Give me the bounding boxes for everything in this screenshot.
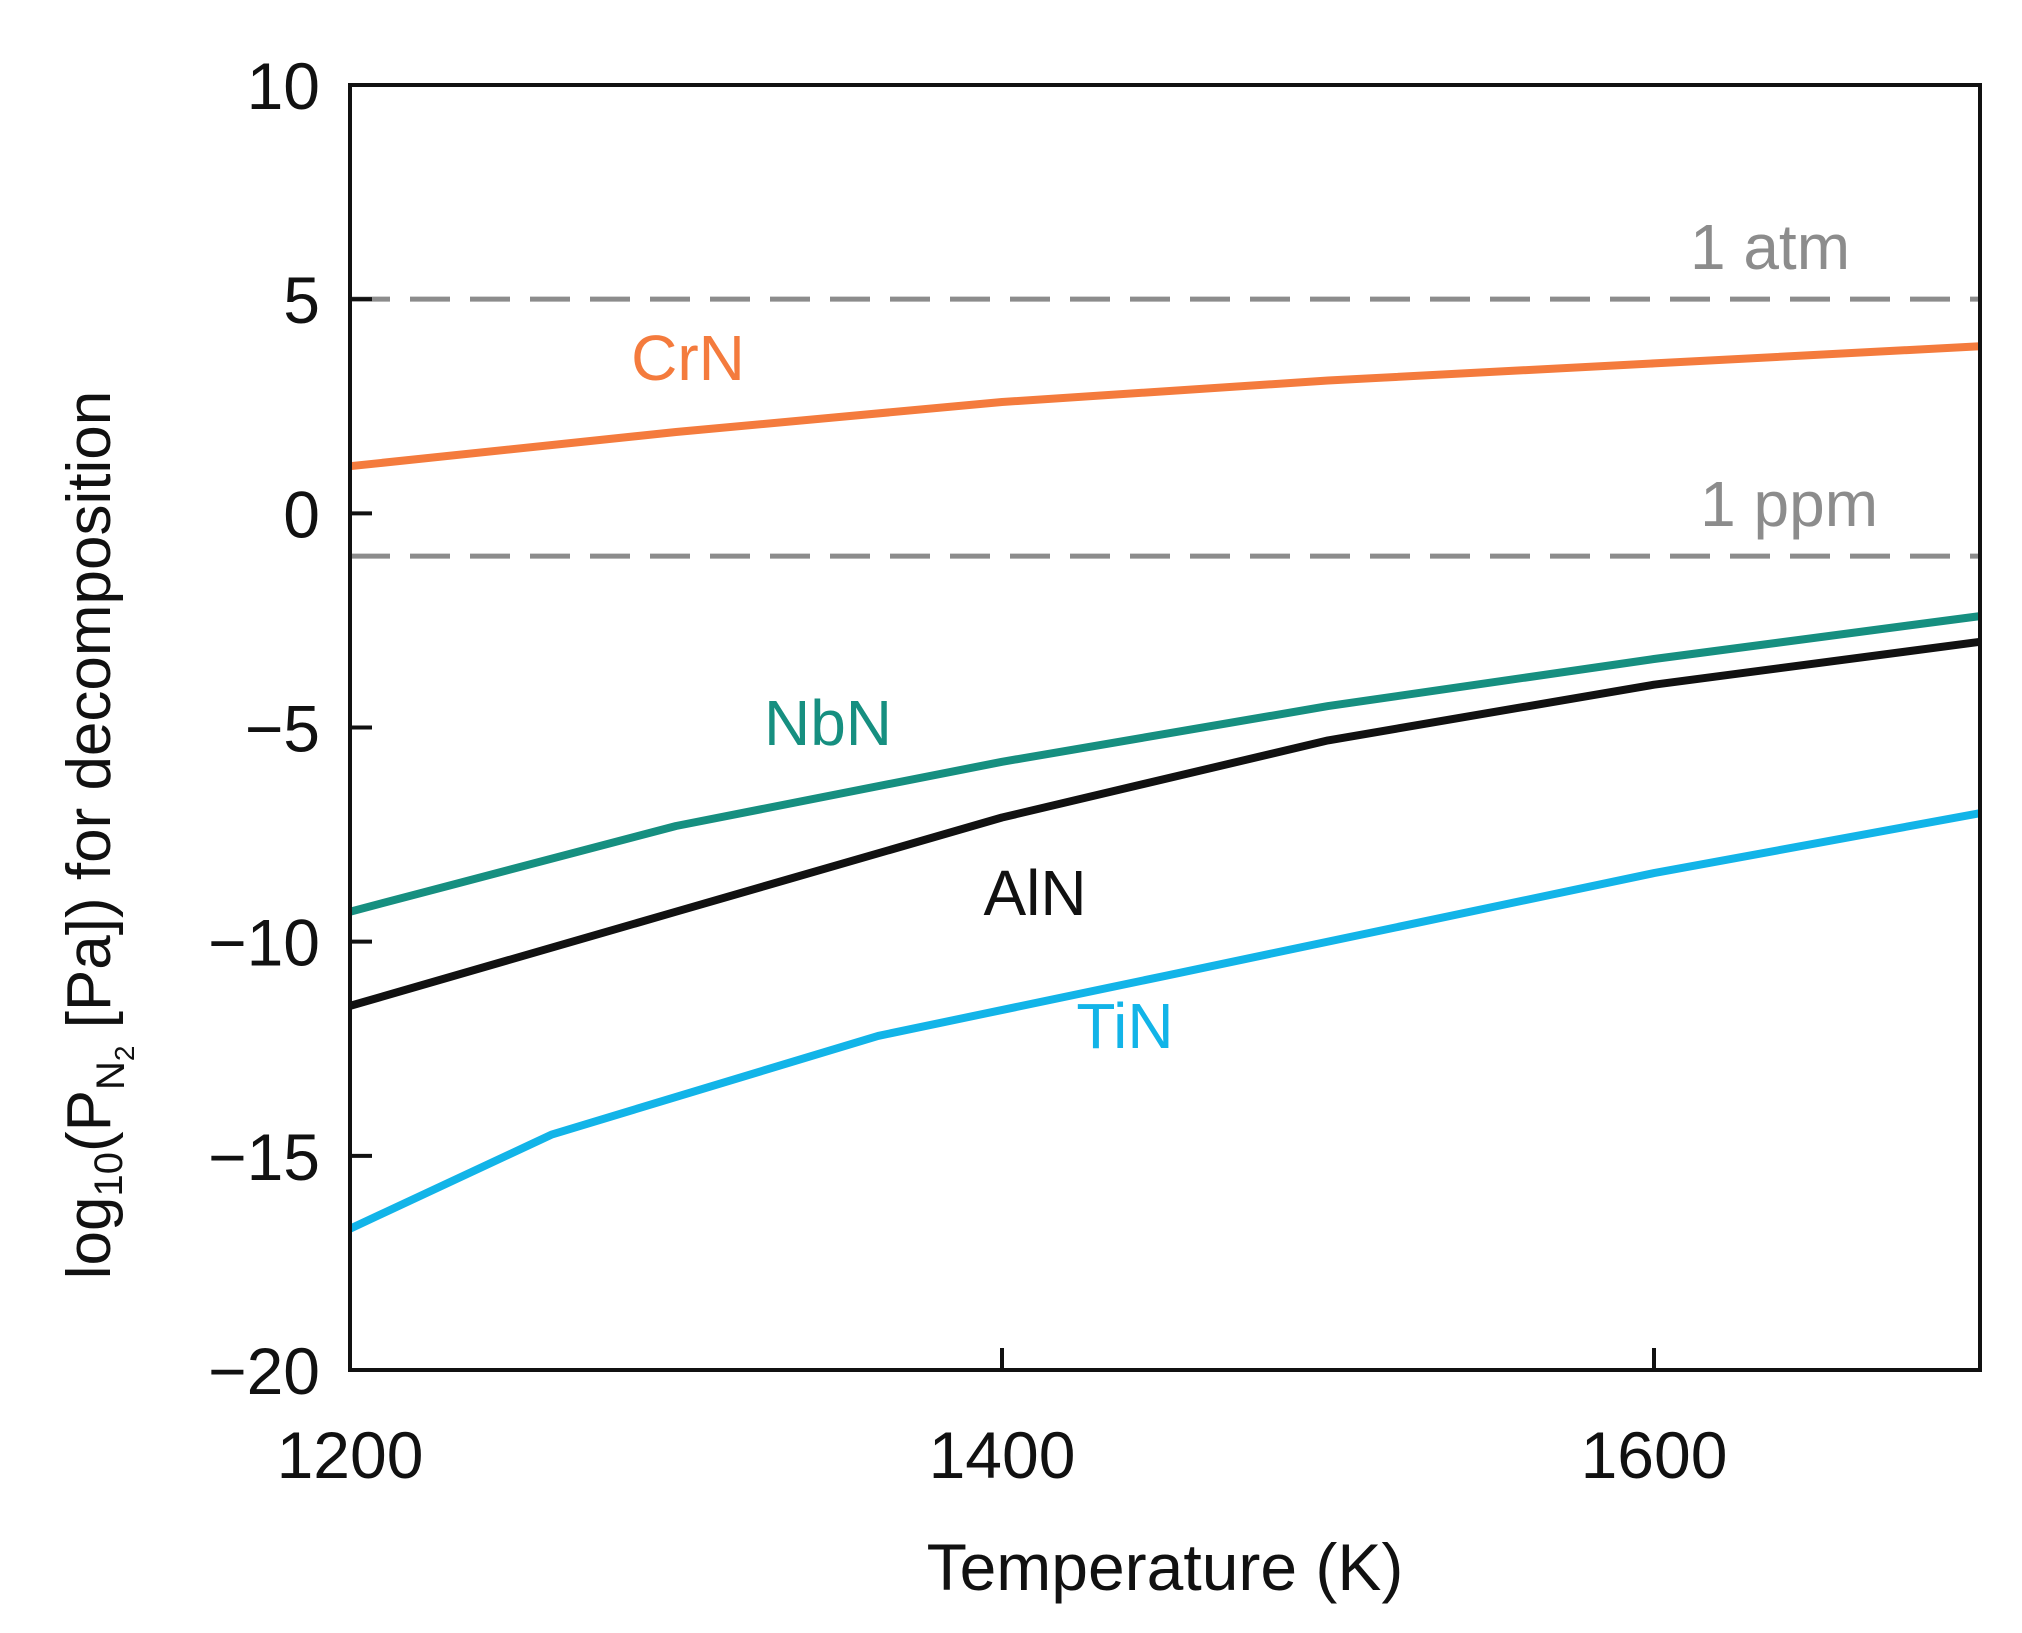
y-tick-label: 10: [247, 49, 320, 123]
y-axis-ticks: 10 5 0 −5 −10 −15 −20: [208, 49, 372, 1408]
y-axis-title-subscript: N: [89, 1061, 133, 1090]
y-tick-label: 5: [283, 263, 320, 337]
reference-line-label: 1 ppm: [1700, 468, 1878, 540]
series-lines: [348, 342, 1981, 1233]
y-tick-label: 0: [283, 477, 320, 551]
series-label: NbN: [764, 687, 892, 759]
series-line: [348, 637, 1981, 1010]
x-axis-title: Temperature (K): [927, 1530, 1404, 1604]
series-line: [348, 612, 1981, 916]
series-line: [349, 342, 1981, 471]
reference-lines: [350, 296, 1980, 559]
series-label: CrN: [631, 322, 745, 394]
y-axis-title-log: log: [55, 1196, 124, 1279]
series-label: TiN: [1076, 990, 1173, 1062]
y-tick-label: −5: [245, 692, 320, 766]
y-axis-title-subsubscript: 2: [109, 1046, 140, 1062]
reference-line-label: 1 atm: [1690, 211, 1850, 283]
y-axis-title-rest: [Pa]) for decomposition: [55, 391, 124, 1046]
y-axis-title: log10(PN2 [Pa]) for decomposition: [55, 391, 140, 1279]
x-tick-label: 1400: [929, 1418, 1076, 1492]
x-axis-ticks: 1200 1400 1600: [277, 1348, 1728, 1492]
y-tick-label: −20: [208, 1334, 320, 1408]
y-axis-title-log-base: 10: [87, 1152, 131, 1197]
y-axis-title-open: (P: [55, 1090, 124, 1152]
y-tick-label: −10: [208, 906, 320, 980]
x-tick-label: 1600: [1581, 1418, 1728, 1492]
x-tick-label: 1200: [277, 1418, 424, 1492]
series-line: [348, 809, 1981, 1233]
series-label: AlN: [983, 857, 1086, 929]
annotations: 1 atm 1 ppm CrN NbN AlN TiN: [631, 211, 1878, 1062]
y-tick-label: −15: [208, 1120, 320, 1194]
